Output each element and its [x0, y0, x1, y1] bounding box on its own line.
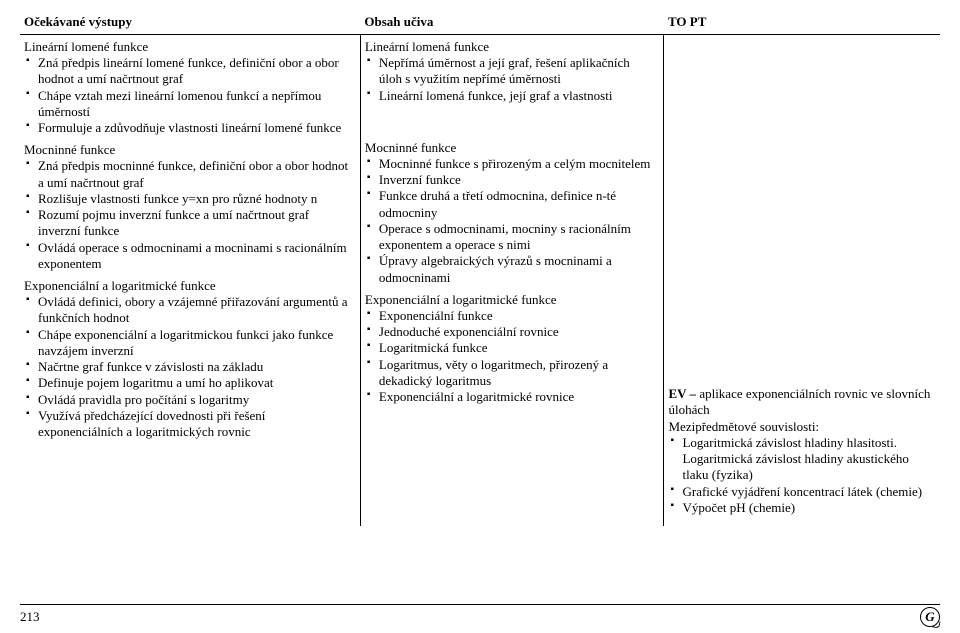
header-outcomes: Očekávané výstupy — [20, 10, 360, 35]
section-title: Lineární lomená funkce — [365, 39, 656, 55]
list-item: Chápe vztah mezi lineární lomenou funkcí… — [24, 88, 352, 121]
list-item: Exponenciální a logaritmické rovnice — [365, 389, 656, 405]
bullet-list: Mocninné funkce s přirozeným a celým moc… — [365, 156, 656, 286]
header-topt: TO PT — [664, 10, 940, 35]
cell-topt: EV – aplikace exponenciálních rovnic ve … — [664, 35, 940, 527]
section-title: Mocninné funkce — [24, 142, 352, 158]
section-title: Exponenciální a logaritmické funkce — [365, 292, 656, 308]
section-title: Exponenciální a logaritmické funkce — [24, 278, 352, 294]
list-item: Zná předpis lineární lomené funkce, defi… — [24, 55, 352, 88]
section-title: Mocninné funkce — [365, 140, 656, 156]
list-item: Logaritmus, věty o logaritmech, přirozen… — [365, 357, 656, 390]
list-item: Chápe exponenciální a logaritmickou funk… — [24, 327, 352, 360]
logo-icon: G — [920, 607, 940, 627]
list-item: Logaritmická závislost hladiny hlasitost… — [668, 435, 932, 484]
list-item: Exponenciální funkce — [365, 308, 656, 324]
curriculum-table: Očekávané výstupy Obsah učiva TO PT Line… — [20, 10, 940, 526]
list-item: Definuje pojem logaritmu a umí ho apliko… — [24, 375, 352, 391]
list-item: Načrtne graf funkce v závislosti na zákl… — [24, 359, 352, 375]
page-footer: 213 G — [20, 604, 940, 627]
cell-content: Lineární lomená funkce Nepřímá úměrnost … — [360, 35, 664, 527]
spacer — [668, 39, 932, 386]
list-item: Lineární lomená funkce, její graf a vlas… — [365, 88, 656, 104]
spacer — [365, 110, 656, 138]
list-item: Formuluje a zdůvodňuje vlastnosti lineár… — [24, 120, 352, 136]
list-item: Mocninné funkce s přirozeným a celým moc… — [365, 156, 656, 172]
list-item: Rozumí pojmu inverzní funkce a umí načrt… — [24, 207, 352, 240]
bullet-list: Zná předpis lineární lomené funkce, defi… — [24, 55, 352, 136]
list-item: Inverzní funkce — [365, 172, 656, 188]
list-item: Grafické vyjádření koncentrací látek (ch… — [668, 484, 932, 500]
list-item: Jednoduché exponenciální rovnice — [365, 324, 656, 340]
bullet-list: Exponenciální funkce Jednoduché exponenc… — [365, 308, 656, 406]
page-number: 213 — [20, 609, 40, 625]
list-item: Ovládá definici, obory a vzájemné přiřaz… — [24, 294, 352, 327]
ev-note: EV – aplikace exponenciálních rovnic ve … — [668, 386, 932, 419]
bullet-list: Zná předpis mocninné funkce, definiční o… — [24, 158, 352, 272]
header-content: Obsah učiva — [360, 10, 664, 35]
list-item: Funkce druhá a třetí odmocnina, definice… — [365, 188, 656, 221]
bullet-list: Ovládá definici, obory a vzájemné přiřaz… — [24, 294, 352, 440]
list-item: Rozlišuje vlastnosti funkce y=xn pro růz… — [24, 191, 352, 207]
bullet-list: Nepřímá úměrnost a její graf, řešení apl… — [365, 55, 656, 104]
list-item: Operace s odmocninami, mocniny s racioná… — [365, 221, 656, 254]
list-item: Výpočet pH (chemie) — [668, 500, 932, 516]
list-item: Úpravy algebraických výrazů s mocninami … — [365, 253, 656, 286]
cross-subject-label: Mezipředmětové souvislosti: — [668, 419, 932, 435]
list-item: Ovládá pravidla pro počítání s logaritmy — [24, 392, 352, 408]
list-item: Nepřímá úměrnost a její graf, řešení apl… — [365, 55, 656, 88]
section-title: Lineární lomené funkce — [24, 39, 352, 55]
bullet-list: Logaritmická závislost hladiny hlasitost… — [668, 435, 932, 516]
list-item: Logaritmická funkce — [365, 340, 656, 356]
cell-outcomes: Lineární lomené funkce Zná předpis lineá… — [20, 35, 360, 527]
list-item: Využívá předcházející dovednosti při řeš… — [24, 408, 352, 441]
list-item: Zná předpis mocninné funkce, definiční o… — [24, 158, 352, 191]
list-item: Ovládá operace s odmocninami a mocninami… — [24, 240, 352, 273]
